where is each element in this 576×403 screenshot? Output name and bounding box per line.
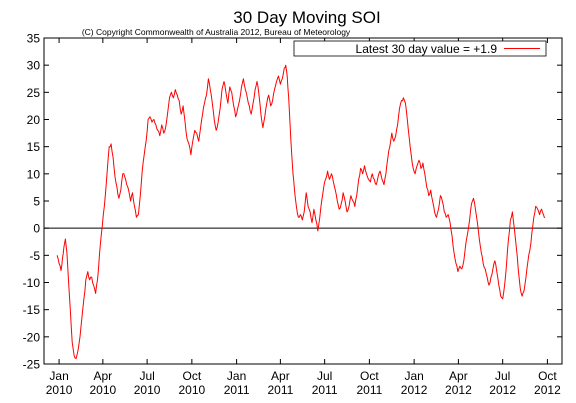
series-line: [56, 64, 546, 360]
x-tick-label-year: 2011: [356, 383, 382, 397]
y-tick-label: -25: [23, 358, 41, 372]
x-tick-label-year: 2012: [401, 383, 428, 397]
x-tick-label-year: 2010: [134, 383, 161, 397]
x-tick-label-month: Jan: [404, 369, 423, 383]
x-tick-label-month: Jul: [139, 369, 154, 383]
x-tick-label-month: Oct: [538, 369, 557, 383]
x-tick-label-year: 2012: [445, 383, 472, 397]
x-tick-label-year: 2011: [224, 383, 250, 397]
x-tick-label-month: Jul: [317, 369, 332, 383]
legend: Latest 30 day value = +1.9: [293, 40, 547, 57]
chart-title: 30 Day Moving SOI: [233, 8, 380, 27]
x-tick-label-month: Jan: [49, 369, 68, 383]
x-tick-label-year: 2010: [179, 383, 206, 397]
y-tick-label: -20: [23, 330, 41, 344]
chart-subtitle: (C) Copyright Commonwealth of Australia …: [82, 27, 351, 37]
x-tick-label-month: Apr: [449, 369, 468, 383]
x-tick-label-year: 2010: [46, 383, 73, 397]
y-tick-label: 25: [27, 86, 41, 100]
y-tick-label: 15: [27, 140, 41, 154]
x-tick-label-year: 2012: [534, 383, 561, 397]
x-tick-label-year: 2011: [267, 383, 293, 397]
x-tick-label-year: 2010: [90, 383, 117, 397]
y-tick-label: 20: [27, 113, 41, 127]
x-axis-group: Jan2010Apr2010Jul2010Oct2010Jan2011Apr20…: [46, 38, 561, 397]
x-tick-label-month: Oct: [183, 369, 202, 383]
x-tick-label-month: Apr: [271, 369, 290, 383]
x-tick-label-month: Jan: [227, 369, 246, 383]
legend-box: [293, 40, 547, 57]
x-tick-label-month: Jul: [495, 369, 510, 383]
y-tick-label: -10: [23, 276, 41, 290]
x-tick-label-year: 2012: [489, 383, 516, 397]
y-tick-label: -15: [23, 303, 41, 317]
y-tick-label: 10: [27, 167, 41, 181]
y-tick-label: 5: [33, 195, 40, 209]
y-tick-label: 35: [27, 32, 41, 46]
legend-label: Latest 30 day value = +1.9: [356, 42, 498, 56]
y-tick-label: 30: [27, 59, 41, 73]
x-tick-label-month: Apr: [94, 369, 113, 383]
x-tick-label-month: Oct: [360, 369, 379, 383]
y-tick-label: 0: [33, 222, 40, 236]
x-tick-label-year: 2011: [312, 383, 338, 397]
y-tick-label: -5: [29, 249, 40, 263]
y-axis-group: -25 -20 -15 -10 -5 0 5 10 15 20 25 30 35: [23, 32, 562, 372]
plot-frame: [43, 37, 563, 365]
